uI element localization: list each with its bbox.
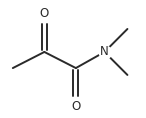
Text: N: N: [100, 45, 109, 58]
Text: O: O: [71, 100, 80, 113]
Text: O: O: [40, 7, 49, 20]
